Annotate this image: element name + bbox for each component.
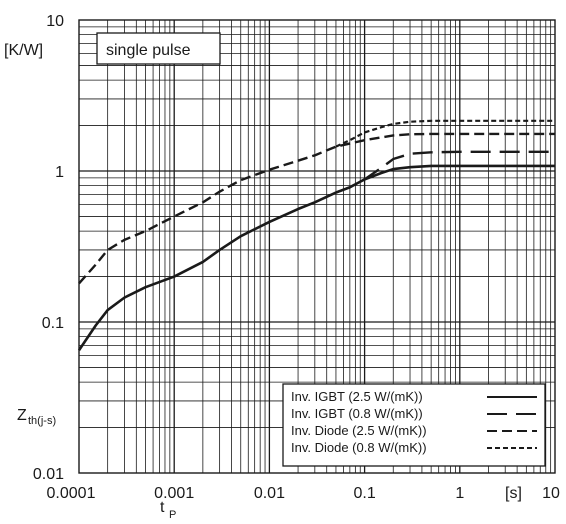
y-tick-label: 0.01: [33, 466, 64, 483]
y-tick-label: 0.1: [42, 315, 64, 332]
x-axis-title-sub: P: [169, 509, 176, 521]
y-axis-title-main: Z: [17, 407, 27, 424]
legend-label: Inv. Diode (2.5 W/(mK)): [291, 423, 427, 438]
series-line: [77, 164, 555, 351]
x-tick-label: 0.001: [154, 485, 194, 502]
series-line: [335, 150, 555, 194]
x-tick-label: 0.01: [254, 485, 285, 502]
legend: Inv. IGBT (2.5 W/(mK)) Inv. IGBT (0.8 W/(…: [282, 383, 546, 467]
x-tick-label: 0.1: [353, 485, 375, 502]
plot-frame: [78, 19, 556, 474]
y-tick-label: 1: [55, 164, 64, 181]
annotation-text: single pulse: [106, 42, 191, 59]
legend-label: Inv. IGBT (2.5 W/(mK)): [291, 389, 423, 404]
legend-label: Inv. Diode (0.8 W/(mK)): [291, 440, 427, 455]
y-tick-label: 10: [46, 13, 64, 30]
y-tick-labels: 0.01 0.1 1 10: [33, 13, 64, 483]
x-tick-label: 10: [542, 485, 560, 502]
x-tick-label: 1: [455, 485, 464, 502]
series-line: [78, 132, 555, 285]
y-axis-title: Z th(j-s): [17, 407, 56, 427]
x-tick-labels: 0.0001 0.001 0.01 0.1 1 10: [47, 485, 560, 502]
series-group: [77, 119, 555, 351]
annotation-box: single pulse: [96, 32, 221, 65]
y-unit-label: [K/W]: [4, 42, 43, 59]
x-axis-title: t P: [160, 499, 176, 521]
series-line: [335, 119, 555, 148]
legend-label: Inv. IGBT (0.8 W/(mK)): [291, 406, 423, 421]
y-axis-title-sub: th(j-s): [28, 415, 56, 427]
x-axis-title-main: t: [160, 499, 165, 516]
x-unit-label: [s]: [505, 485, 522, 502]
x-tick-label: 0.0001: [47, 485, 96, 502]
